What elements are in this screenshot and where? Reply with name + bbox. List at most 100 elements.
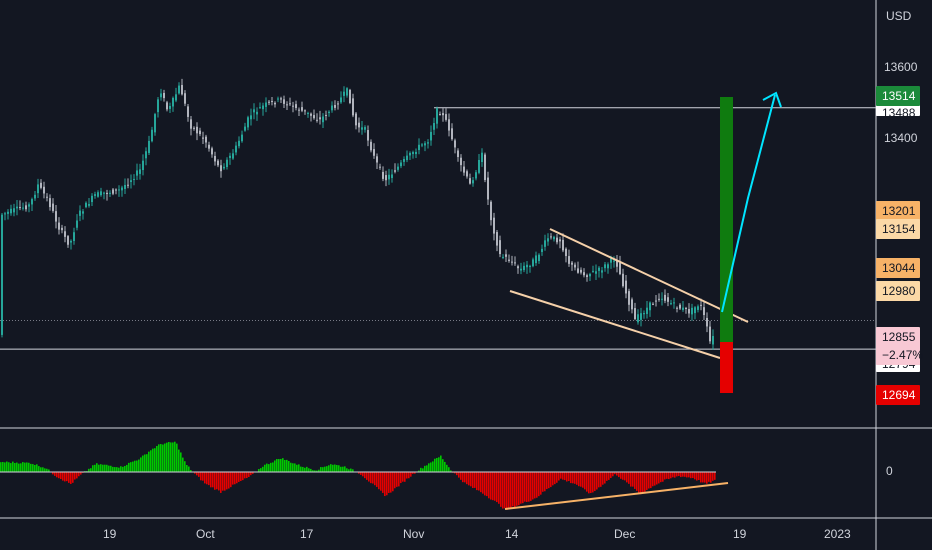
histogram-bar — [634, 472, 636, 489]
price-tag-target: 13514 — [876, 86, 920, 106]
candle-body — [322, 116, 324, 123]
histogram-bar — [370, 472, 372, 484]
candle-body — [556, 237, 558, 243]
candle-body — [184, 93, 186, 104]
candle-body — [349, 89, 351, 103]
price-tag-current: 12855 — [876, 327, 920, 347]
histogram-bar — [694, 472, 696, 480]
histogram-bar — [394, 472, 396, 489]
stop-loss-box — [720, 342, 733, 393]
histogram-bar — [554, 472, 556, 485]
candle-body — [49, 198, 51, 208]
candle-body — [469, 178, 471, 184]
histogram-bar — [490, 472, 492, 500]
candle-body — [28, 204, 30, 207]
candle-body — [547, 238, 549, 242]
candle-body — [703, 307, 705, 316]
candle-body — [658, 298, 660, 300]
histogram-bar — [436, 457, 438, 472]
histogram-bar — [498, 472, 500, 504]
histogram-bar — [44, 468, 46, 472]
candle-body — [52, 203, 54, 211]
histogram-bar — [224, 472, 226, 491]
histogram-bar — [36, 464, 38, 472]
histogram-bar — [250, 472, 252, 476]
histogram-bar — [548, 472, 550, 489]
histogram-bar — [170, 442, 172, 472]
histogram-bar — [528, 472, 530, 502]
histogram-bar — [542, 472, 544, 492]
candle-body — [652, 303, 654, 305]
candle-body — [127, 184, 129, 186]
histogram-bar — [620, 472, 622, 479]
histogram-bar — [662, 472, 664, 482]
wedge-lower-trendline — [509, 290, 721, 359]
histogram-bar — [536, 472, 538, 498]
histogram-bar — [140, 457, 142, 472]
candle-body — [706, 317, 708, 327]
histogram-bar — [26, 462, 28, 472]
histogram-bar — [98, 464, 100, 472]
histogram-bar — [572, 472, 574, 484]
histogram-bar — [690, 472, 692, 479]
candle-body — [157, 99, 159, 113]
histogram-bar — [608, 472, 610, 480]
histogram-bar — [66, 472, 68, 482]
histogram-bar — [320, 467, 322, 472]
histogram-bar — [714, 472, 716, 480]
histogram-bar — [156, 445, 158, 472]
candle-body — [628, 291, 630, 305]
histogram-bar — [440, 455, 442, 472]
candle-body — [352, 98, 354, 116]
histogram-bar — [666, 472, 668, 479]
histogram-bar — [124, 465, 126, 472]
candle-body — [22, 207, 24, 209]
candle-body — [325, 115, 327, 117]
candle-body — [232, 153, 234, 159]
histogram-bar — [142, 455, 144, 472]
candle-body — [226, 159, 228, 167]
candle-body — [133, 178, 135, 180]
candle-body — [178, 85, 180, 94]
histogram-bar — [396, 472, 398, 487]
histogram-bar — [478, 472, 480, 491]
histogram-bar — [420, 467, 422, 472]
histogram-bar — [96, 463, 98, 472]
candle-body — [640, 313, 642, 320]
candle-body — [139, 169, 141, 174]
histogram-bar — [340, 466, 342, 472]
candle-body — [247, 117, 249, 128]
candle-body — [460, 157, 462, 166]
histogram-bar — [462, 472, 464, 483]
histogram-bar — [680, 472, 682, 478]
histogram-bar — [348, 469, 350, 472]
candle-body — [700, 304, 702, 306]
histogram-bar — [114, 467, 116, 472]
histogram-bar — [222, 472, 224, 491]
time-label-oct: Oct — [196, 527, 215, 541]
projection-arrow — [721, 94, 776, 313]
histogram-bar — [600, 472, 602, 487]
candle-body — [457, 150, 459, 158]
histogram-bar — [618, 472, 620, 478]
histogram-bar — [234, 472, 236, 485]
candle-body — [358, 122, 360, 128]
candle-body — [265, 102, 267, 107]
histogram-bar — [578, 472, 580, 487]
histogram-bar — [334, 464, 336, 472]
candle-body — [562, 239, 564, 251]
histogram-bar — [658, 472, 660, 484]
histogram-bar — [704, 472, 706, 483]
time-label-oct-17: 17 — [300, 527, 314, 541]
time-label-nov: Nov — [403, 527, 425, 541]
candle-body — [664, 294, 666, 301]
candle-body — [286, 104, 288, 106]
histogram-bar — [710, 472, 712, 483]
candle-body — [433, 123, 435, 130]
candle-body — [319, 117, 321, 120]
candle-body — [187, 106, 189, 117]
histogram-bar — [644, 472, 646, 492]
histogram-bar — [312, 470, 314, 472]
candle-body — [256, 111, 258, 115]
